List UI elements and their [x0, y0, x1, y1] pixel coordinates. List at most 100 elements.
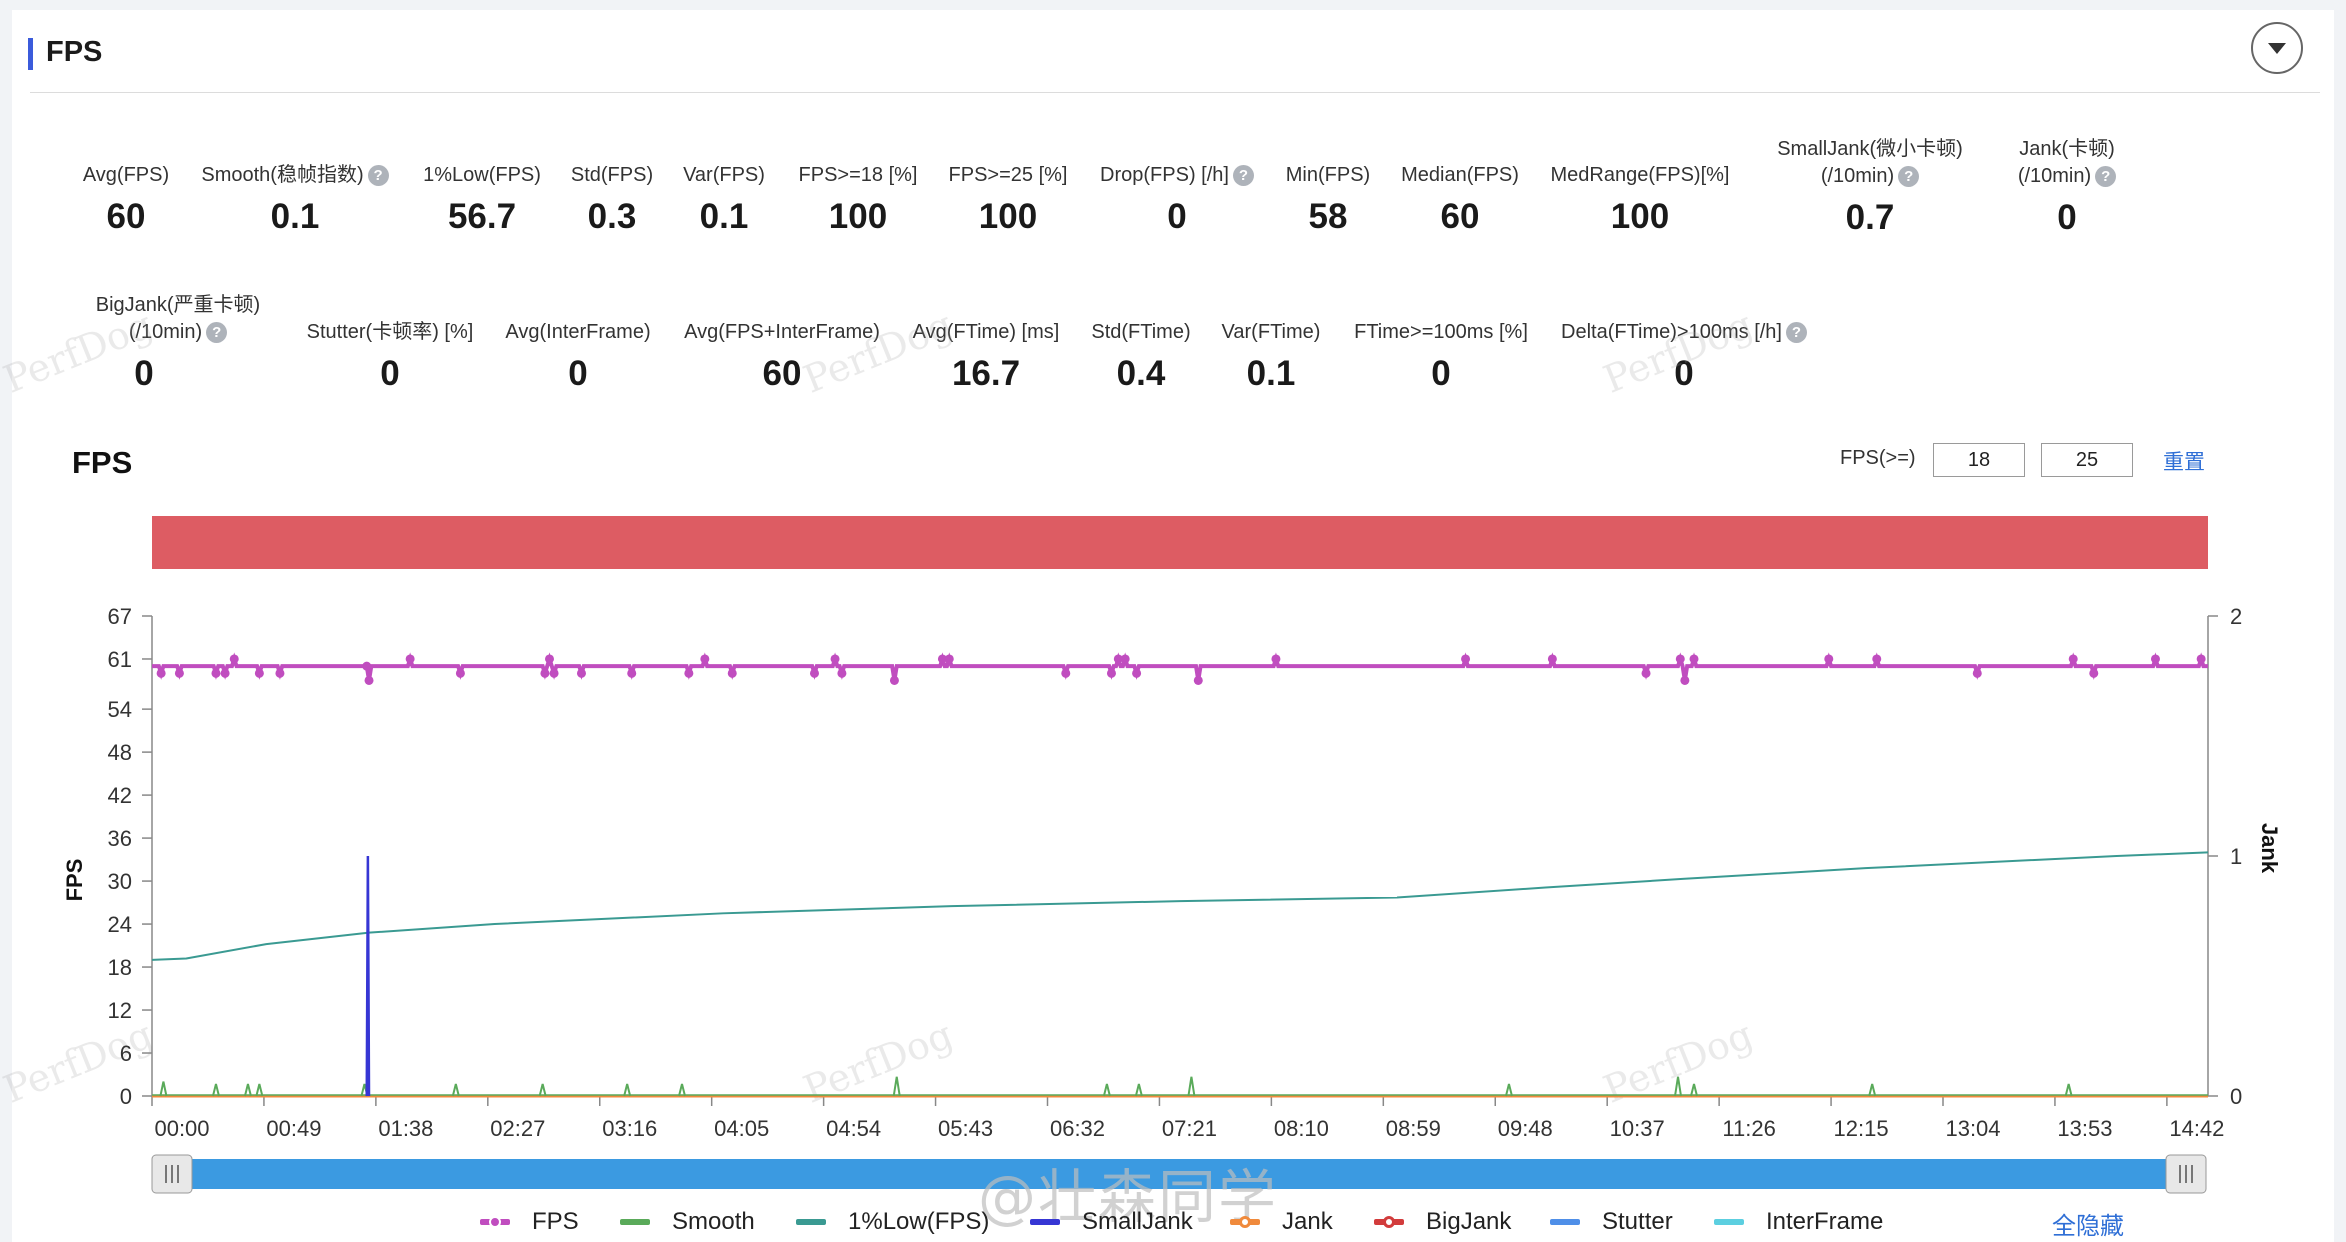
- legend-marker: [1239, 1216, 1251, 1228]
- fps-point: [1461, 654, 1471, 664]
- help-icon[interactable]: ?: [2095, 166, 2117, 188]
- metric-label: Std(FTime): [1091, 321, 1191, 343]
- smooth-spike: [1504, 1083, 1513, 1097]
- x-tick-label: 07:21: [1162, 1116, 1217, 1141]
- metric-value: 100: [978, 197, 1038, 236]
- metric-var-ftime: Var(FTime) 0.1: [1212, 319, 1330, 394]
- x-tick-label: 09:48: [1498, 1116, 1553, 1141]
- header-divider: [30, 92, 2320, 93]
- metric-label: FPS>=18 [%]: [798, 164, 918, 186]
- metric-jank: Jank(卡顿) (/10min)? 0: [1990, 136, 2144, 238]
- help-icon[interactable]: ?: [206, 322, 228, 344]
- metric-smalljank: SmallJank(微小卡顿) (/10min)? 0.7: [1754, 136, 1986, 238]
- help-icon[interactable]: ?: [1232, 165, 1254, 187]
- fps-threshold-input-2[interactable]: [2041, 443, 2133, 477]
- fps-point: [889, 675, 899, 685]
- y-tick-label: 30: [108, 869, 132, 894]
- metric-label: Smooth(稳帧指数): [201, 164, 364, 186]
- fps-point: [540, 668, 550, 678]
- metric-avg-fps: Avg(FPS) 60: [72, 162, 180, 237]
- x-tick-label: 00:00: [154, 1116, 209, 1141]
- metric-label: Min(FPS): [1285, 164, 1371, 186]
- smooth-spike: [1690, 1083, 1698, 1097]
- metric-delta-ftime: Delta(FTime)>100ms [/h]? 0: [1552, 319, 1816, 394]
- metric-value: 0: [2057, 198, 2077, 237]
- y-tick-label: 0: [120, 1084, 132, 1109]
- metric-label: Var(FPS): [683, 164, 765, 186]
- metric-value: 60: [106, 197, 146, 236]
- section-title: FPS: [46, 36, 103, 68]
- smooth-spike: [1102, 1083, 1111, 1097]
- y-tick-label: 18: [108, 955, 132, 980]
- metric-fps-ge-18: FPS>=18 [%] 100: [788, 162, 928, 237]
- x-tick-label: 08:10: [1274, 1116, 1329, 1141]
- smooth-spike: [255, 1083, 264, 1097]
- fps-point: [275, 668, 285, 678]
- fps-point: [2150, 654, 2160, 664]
- smooth-spike: [243, 1083, 252, 1097]
- metric-label: Avg(InterFrame): [505, 321, 651, 343]
- x-tick-label: 12:15: [1834, 1116, 1889, 1141]
- fps-point: [1680, 675, 1690, 685]
- smooth-spike: [1868, 1083, 1877, 1097]
- y-tick-label: 67: [108, 604, 132, 629]
- x-tick-label: 14:42: [2169, 1116, 2224, 1141]
- fps-point: [837, 668, 847, 678]
- help-icon[interactable]: ?: [1898, 166, 1920, 188]
- fps-point: [229, 654, 239, 664]
- fps-threshold-input-1[interactable]: [1933, 443, 2025, 477]
- metric-value: 60: [1440, 197, 1480, 236]
- y2-tick-label: 1: [2230, 844, 2242, 869]
- hide-all-link[interactable]: 全隐藏: [2052, 1213, 2124, 1240]
- metric-label: Avg(FPS+InterFrame): [684, 321, 880, 343]
- author-overlay: @壮森同学: [978, 1163, 1279, 1231]
- metric-value: 0.1: [270, 197, 320, 236]
- legend-label: FPS: [532, 1208, 579, 1235]
- fps-point: [1641, 668, 1651, 678]
- reset-link[interactable]: 重置: [2163, 451, 2205, 474]
- x-tick-label: 04:54: [826, 1116, 881, 1141]
- legend-swatch: [1714, 1219, 1744, 1225]
- metric-value: 0.4: [1116, 354, 1166, 393]
- metric-value: 58: [1308, 197, 1348, 236]
- metric-value: 0: [1167, 197, 1187, 236]
- help-icon[interactable]: ?: [367, 165, 389, 187]
- metric-avg-fps-interframe: Avg(FPS+InterFrame) 60: [674, 319, 890, 394]
- zoom-slider-left-handle[interactable]: [151, 1154, 193, 1194]
- zoom-slider-track[interactable]: [158, 1159, 2204, 1189]
- metric-value: 16.7: [951, 354, 1021, 393]
- x-tick-label: 02:27: [490, 1116, 545, 1141]
- y-tick-label: 24: [108, 912, 132, 937]
- metric-label: Median(FPS): [1401, 164, 1519, 186]
- metric-fps-ge-25: FPS>=25 [%] 100: [938, 162, 1078, 237]
- fps-point: [1106, 668, 1116, 678]
- metric-label: BigJank(严重卡顿): [95, 294, 261, 316]
- fps-point: [944, 654, 954, 664]
- metric-1pct-low: 1%Low(FPS) 56.7: [412, 162, 552, 237]
- help-icon[interactable]: ?: [1786, 322, 1807, 344]
- fps-point: [254, 668, 264, 678]
- fps-point: [700, 654, 710, 664]
- smooth-spike: [892, 1076, 901, 1097]
- metric-value: 0: [568, 354, 588, 393]
- collapse-toggle-button[interactable]: [2251, 22, 2303, 74]
- metric-std-fps: Std(FPS) 0.3: [560, 162, 664, 237]
- smooth-spike: [623, 1083, 632, 1097]
- metric-label: Avg(FTime) [ms]: [912, 321, 1060, 343]
- metric-label-unit: (/10min): [1820, 165, 1895, 187]
- legend-swatch: [1030, 1219, 1060, 1225]
- y-tick-label: 6: [120, 1041, 132, 1066]
- metric-std-ftime: Std(FTime) 0.4: [1082, 319, 1200, 394]
- legend-swatch: [620, 1219, 650, 1225]
- metric-bigjank: BigJank(严重卡顿) (/10min)? 0: [72, 292, 284, 394]
- metric-value: 100: [828, 197, 888, 236]
- metric-value: 0: [1431, 354, 1451, 393]
- metric-avg-ftime: Avg(FTime) [ms] 16.7: [904, 319, 1068, 394]
- legend-swatch: [1550, 1219, 1580, 1225]
- fps-point: [1113, 654, 1123, 664]
- y-tick-label: 36: [108, 826, 132, 851]
- metric-value: 0.3: [587, 197, 637, 236]
- metric-median-fps: Median(FPS) 60: [1396, 162, 1524, 237]
- zoom-slider-right-handle[interactable]: [2165, 1154, 2207, 1194]
